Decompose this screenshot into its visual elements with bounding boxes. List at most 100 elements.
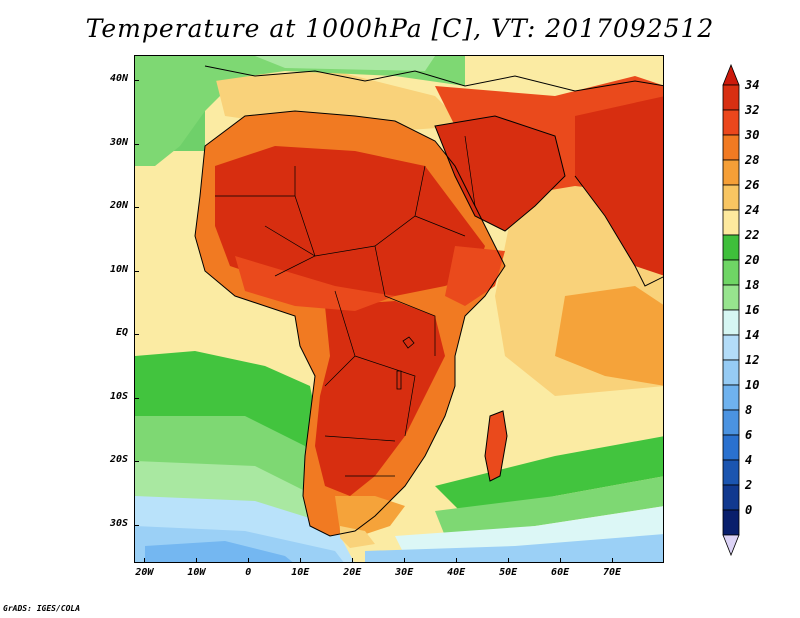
colorbar-label: 18	[745, 278, 760, 292]
temperature-map	[134, 55, 664, 563]
colorbar-label: 34	[745, 78, 760, 92]
south-atlantic-deepblue	[145, 541, 293, 562]
colorbar-segment	[722, 309, 740, 336]
lon-tick-mark	[560, 558, 562, 563]
lon-tick-mark	[196, 558, 198, 563]
lon-tick-mark	[248, 558, 250, 563]
southern-africa-cool	[335, 496, 405, 536]
europe-coastline	[204, 65, 663, 92]
lat-tick-mark	[134, 524, 139, 526]
colorbar-label: 6	[745, 428, 753, 442]
lat-tick-label: EQ	[115, 327, 128, 339]
lat-tick-mark	[134, 334, 139, 336]
colorbar-bottom-arrow	[722, 534, 740, 557]
colorbar-segment	[722, 134, 740, 161]
colorbar-segment	[722, 509, 740, 536]
colorbar-label: 10	[745, 378, 760, 392]
colorbar-segment	[722, 259, 740, 286]
colorbar-label: 2	[745, 478, 753, 492]
colorbar-segment	[722, 209, 740, 236]
footer-credit: GrADS: IGES/COLA	[3, 604, 81, 613]
temperature-field	[135, 56, 663, 562]
indian-ocean-deep-orange	[555, 286, 663, 386]
arabia-hot	[435, 116, 565, 231]
colorbar-segment	[722, 159, 740, 186]
lon-tick-label: 0	[245, 567, 252, 578]
madagascar-coastline	[484, 410, 508, 482]
colorbar-segment	[722, 434, 740, 461]
country-borders	[215, 135, 476, 477]
colorbar-segment	[722, 384, 740, 411]
colorbar-label: 32	[745, 103, 760, 117]
lat-tick-label: 40N	[109, 73, 128, 85]
south-asia-red	[575, 96, 663, 276]
colorbar-segment	[722, 84, 740, 111]
lon-tick-mark	[508, 558, 510, 563]
africa-coastline	[194, 110, 506, 537]
lon-tick-label: 20W	[135, 567, 154, 578]
lat-tick-mark	[134, 461, 139, 463]
lat-tick-label: 20S	[109, 454, 128, 466]
colorbar-segment	[722, 359, 740, 386]
colorbar-segment	[722, 334, 740, 361]
lat-tick-mark	[134, 143, 139, 145]
colorbar-label: 4	[745, 453, 753, 467]
lat-tick-label: 10N	[109, 263, 128, 275]
india-coastline	[574, 175, 663, 287]
lat-tick-label: 30N	[109, 136, 128, 148]
great-lakes	[396, 336, 415, 390]
lon-tick-mark	[144, 558, 146, 563]
colorbar-label: 22	[745, 228, 760, 242]
lon-tick-label: 20E	[343, 567, 362, 578]
lat-tick-mark	[134, 80, 139, 82]
colorbar-label: 8	[745, 403, 753, 417]
colorbar-segment	[722, 484, 740, 511]
colorbar-segment	[722, 459, 740, 486]
colorbar-label: 26	[745, 178, 760, 192]
map-title: Temperature at 1000hPa [C], VT: 20170925…	[85, 14, 715, 43]
south-indian-pale	[395, 506, 663, 556]
colorbar-label: 16	[745, 303, 760, 317]
cape-tip	[340, 526, 375, 548]
colorbar	[722, 63, 740, 557]
colorbar-label: 12	[745, 353, 760, 367]
lon-tick-mark	[404, 558, 406, 563]
lon-tick-mark	[456, 558, 458, 563]
colorbar-label: 20	[745, 253, 760, 267]
madagascar	[485, 411, 507, 481]
lon-tick-label: 70E	[603, 567, 622, 578]
lon-tick-label: 10E	[291, 567, 310, 578]
africa-hot-core	[215, 146, 485, 296]
horn-africa-hot	[445, 246, 505, 306]
lon-tick-label: 10W	[187, 567, 206, 578]
lat-tick-mark	[134, 270, 139, 272]
sahel-orange	[235, 256, 395, 311]
lat-tick-label: 10S	[109, 390, 128, 402]
colorbar-label: 24	[745, 203, 760, 217]
lat-tick-label: 20N	[109, 200, 128, 212]
arabia-coastline	[434, 115, 566, 232]
colorbar-segment	[722, 284, 740, 311]
central-africa-hot	[315, 301, 445, 496]
south-indian-cyan	[365, 534, 663, 562]
colorbar-label: 28	[745, 153, 760, 167]
lon-tick-label: 30E	[395, 567, 414, 578]
colorbar-segment	[722, 409, 740, 436]
lon-tick-mark	[612, 558, 614, 563]
colorbar-label: 0	[745, 503, 753, 517]
colorbar-label: 14	[745, 328, 760, 342]
colorbar-top-arrow	[722, 63, 740, 86]
south-indian-lightgreen	[435, 476, 663, 536]
lat-tick-mark	[134, 397, 139, 399]
lon-tick-label: 40E	[447, 567, 466, 578]
lon-tick-label: 60E	[551, 567, 570, 578]
lat-tick-label: 30S	[109, 517, 128, 529]
lat-tick-mark	[134, 207, 139, 209]
lon-tick-mark	[352, 558, 354, 563]
lon-tick-mark	[300, 558, 302, 563]
south-indian-green	[435, 436, 663, 516]
colorbar-label: 30	[745, 128, 760, 142]
colorbar-segment	[722, 109, 740, 136]
europe-lightgreen	[255, 56, 435, 71]
lon-tick-label: 50E	[499, 567, 518, 578]
